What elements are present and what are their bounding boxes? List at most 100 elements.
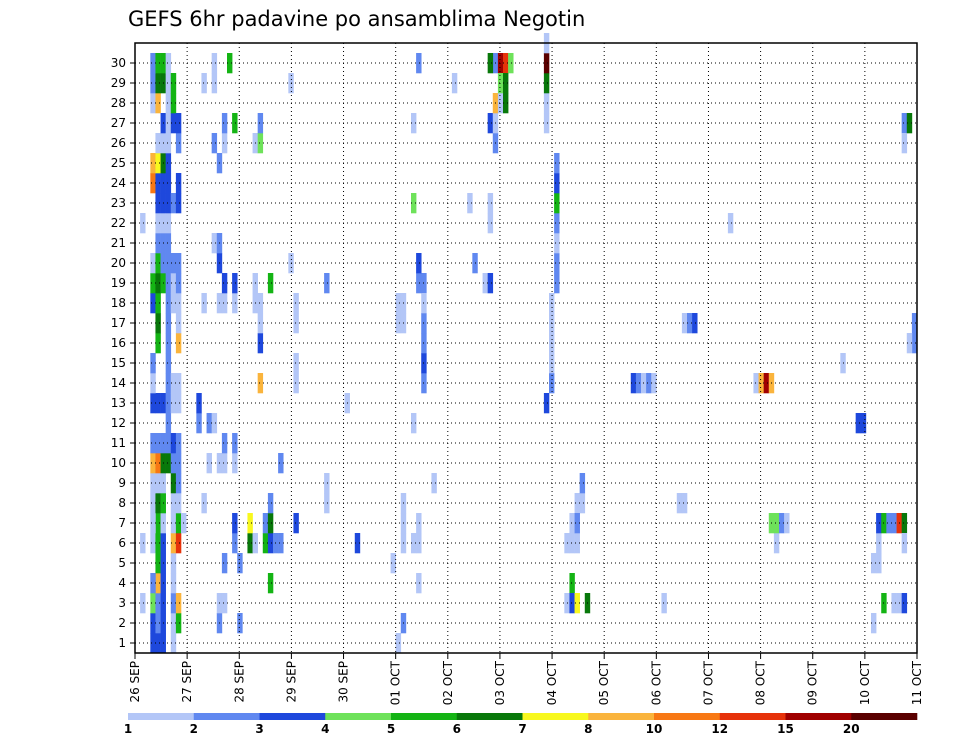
precip-cell (579, 493, 586, 514)
precip-cell (574, 493, 580, 514)
precip-cell (211, 73, 218, 94)
precip-cell (487, 113, 494, 134)
precip-cell (155, 573, 161, 594)
precip-cell (155, 633, 161, 654)
colorbar-swatch (654, 713, 721, 720)
precip-cell (211, 233, 218, 254)
precip-cell (175, 313, 182, 334)
plot-frame (134, 42, 918, 654)
precip-cell (165, 193, 172, 214)
x-tick-label: 05 OCT (597, 660, 611, 705)
precip-cell (293, 313, 299, 334)
precip-cell (773, 513, 780, 534)
y-tick-label: 17 (111, 316, 126, 330)
precip-cell (150, 573, 156, 594)
precip-cell (155, 313, 161, 334)
precip-cell (232, 113, 238, 134)
precip-cell (165, 453, 172, 474)
precip-cell (155, 273, 161, 294)
precip-cell (232, 293, 238, 314)
precip-cell (175, 433, 182, 454)
precip-cell (150, 293, 156, 314)
precip-cell (140, 213, 146, 234)
precip-cell (487, 213, 494, 234)
precip-cell (150, 493, 156, 514)
precip-cell (554, 253, 560, 274)
precip-cell (416, 53, 422, 74)
precip-cell (170, 533, 177, 554)
y-tick-label: 28 (111, 96, 126, 110)
precip-cell (165, 353, 172, 374)
precip-cell (262, 513, 269, 534)
colorbar-label: 3 (255, 722, 263, 736)
precip-cell (201, 293, 207, 314)
colorbar-label: 12 (711, 722, 728, 736)
precip-cell (906, 333, 913, 354)
precip-cell (554, 173, 560, 194)
precip-cell (170, 553, 177, 574)
precip-cell (411, 193, 417, 214)
precip-cell (165, 213, 172, 234)
precip-cell (170, 613, 177, 634)
precip-cell (554, 233, 560, 254)
precip-cell (901, 113, 908, 134)
precip-cell (155, 333, 161, 354)
colorbar-swatch (785, 713, 852, 720)
precip-cell (278, 533, 284, 554)
precip-cell (758, 373, 764, 394)
precip-cell (267, 513, 274, 534)
precip-cell (687, 313, 693, 334)
precip-cell (395, 293, 402, 314)
precip-cell (554, 153, 560, 174)
precip-cell (871, 613, 877, 634)
x-tick-label: 03 OCT (493, 660, 507, 705)
precip-cell (165, 413, 172, 434)
chart-title: GEFS 6hr padavine po ansamblima Negotin (128, 7, 585, 31)
precip-cell (569, 593, 575, 614)
precip-cell (451, 73, 458, 94)
precip-cell (165, 273, 172, 294)
precip-cell (170, 473, 177, 494)
precip-cell (155, 133, 161, 154)
precip-cell (267, 573, 274, 594)
x-tick-label: 10 OCT (858, 660, 872, 705)
precip-cell (150, 533, 156, 554)
precip-cell (170, 633, 177, 654)
precip-cell (165, 133, 172, 154)
precip-cell (150, 453, 156, 474)
precip-cell (247, 533, 253, 554)
precip-cell (554, 213, 560, 234)
precip-cell (635, 373, 642, 394)
precip-cell (155, 153, 161, 174)
x-tick-label: 30 SEP (337, 661, 351, 703)
precip-cell (727, 213, 734, 234)
precip-cell (150, 613, 156, 634)
precip-cell (211, 413, 218, 434)
precip-cell (293, 513, 299, 534)
precip-cell (165, 93, 172, 114)
colorbar-label: 2 (190, 722, 198, 736)
colorbar: 1 2 3 4 5 6 7 8 10 12 15 20 (124, 713, 918, 736)
y-tick-label: 23 (111, 196, 126, 210)
x-tick-label: 02 OCT (441, 660, 455, 705)
precip-cell (175, 173, 182, 194)
heatmap-cells (140, 33, 918, 654)
precip-cell (175, 453, 182, 474)
precip-cell (221, 593, 228, 614)
colorbar-swatch (391, 713, 458, 720)
precip-cell (221, 433, 228, 454)
y-tick-label: 11 (111, 436, 126, 450)
precip-cell (901, 133, 908, 154)
precip-cell (155, 213, 161, 234)
x-tick-label: 27 SEP (180, 661, 194, 703)
colorbar-swatch (193, 713, 260, 720)
precip-cell (692, 313, 698, 334)
precip-cell (165, 153, 172, 174)
precip-cell (165, 373, 172, 394)
precip-cell (170, 433, 177, 454)
y-axis-ticks: 1234567891011121314151617181920212223242… (111, 56, 135, 650)
precip-cell (175, 593, 182, 614)
y-tick-label: 14 (111, 376, 126, 390)
precip-cell (497, 93, 504, 114)
precip-cell (165, 313, 172, 334)
